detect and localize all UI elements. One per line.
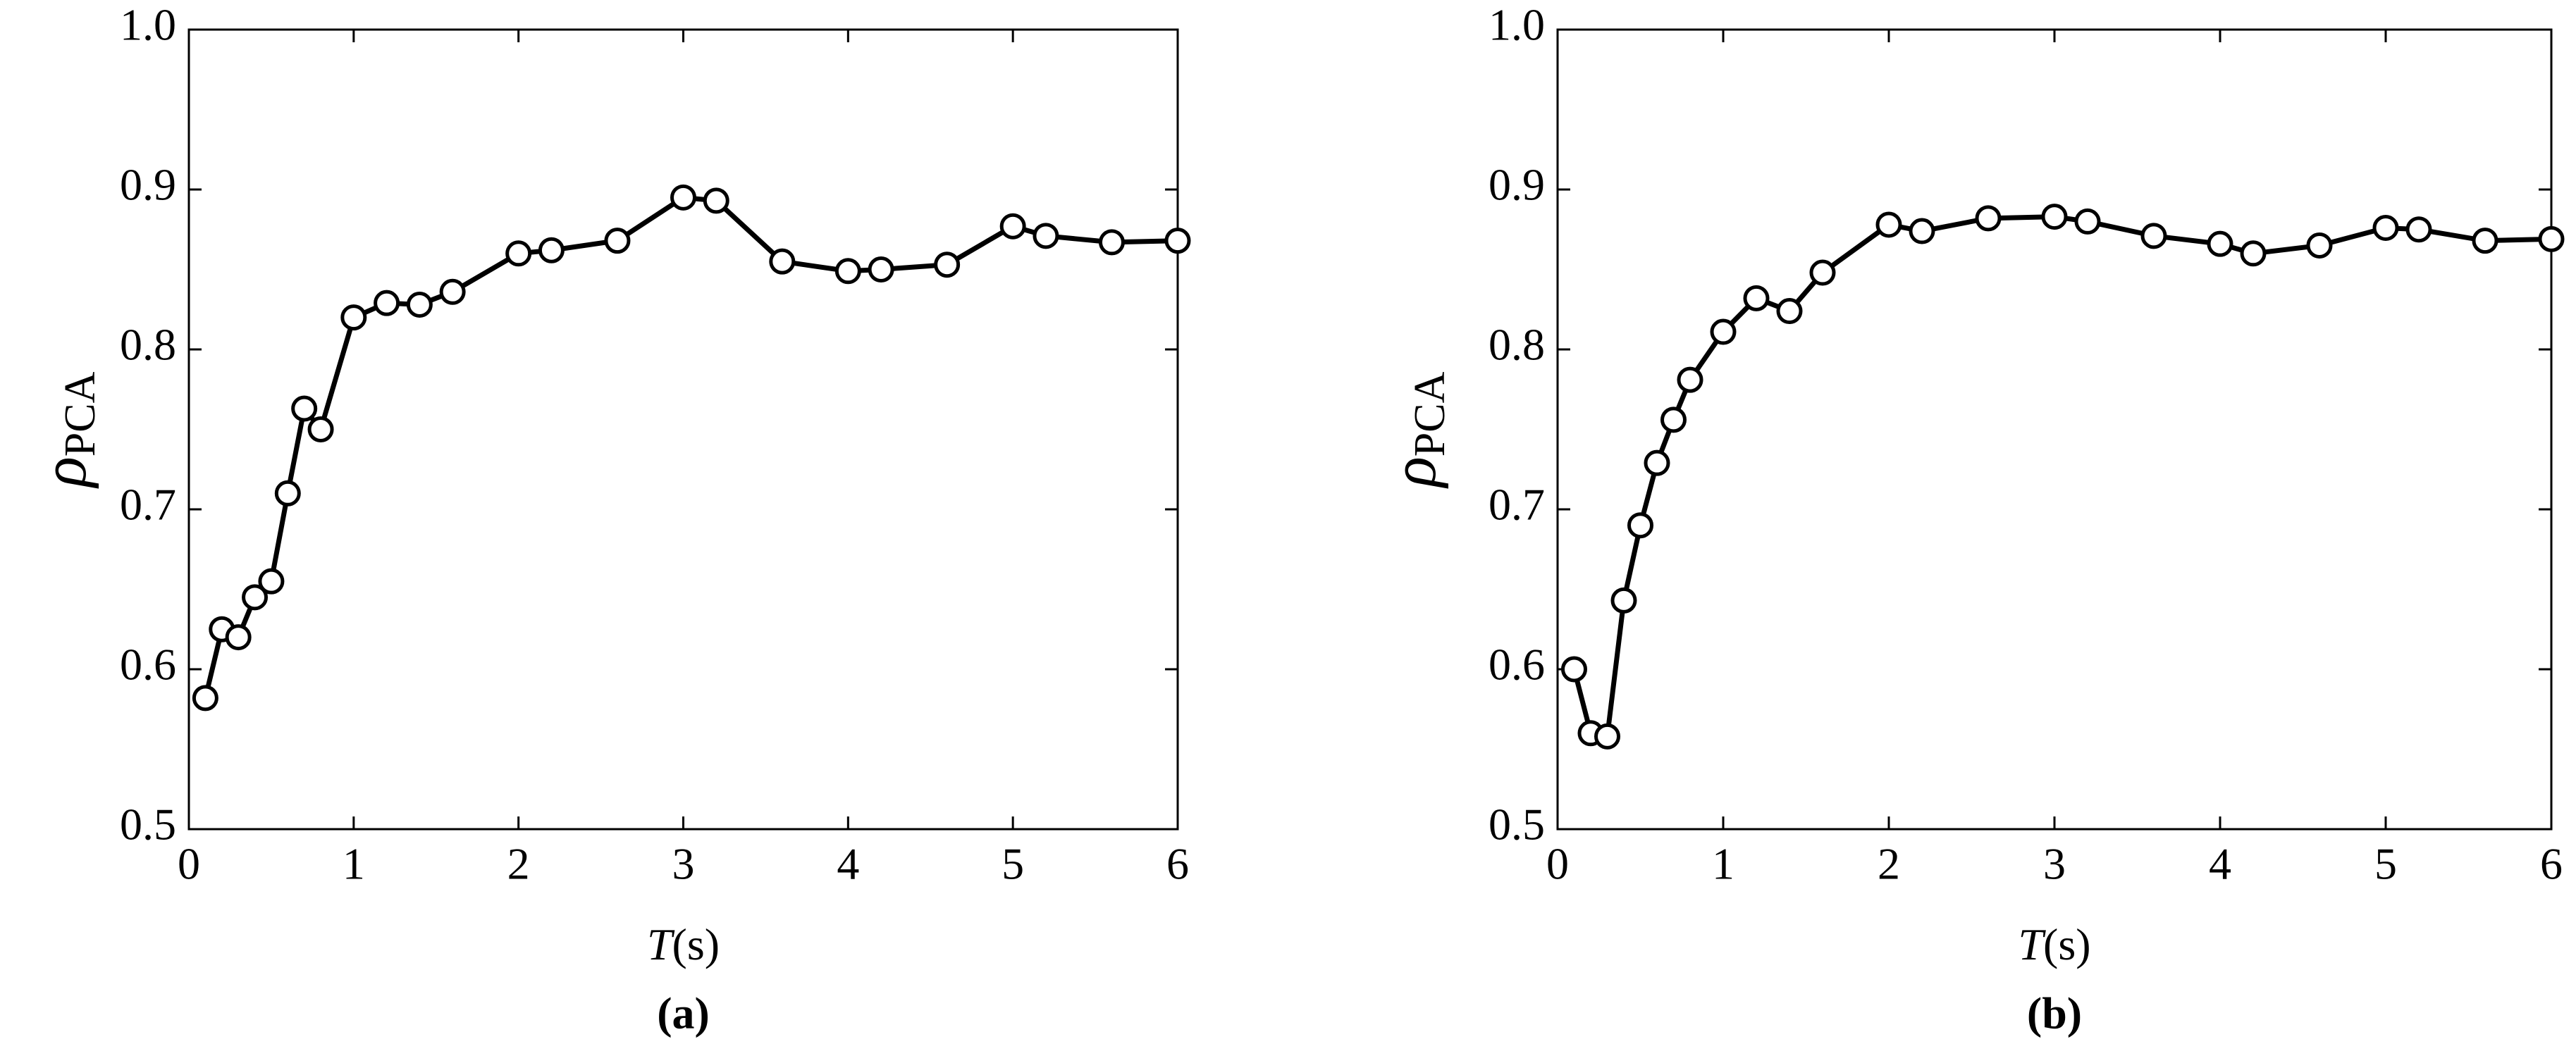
data-point xyxy=(274,480,301,507)
data-point xyxy=(1610,587,1637,614)
data-point xyxy=(1660,406,1687,433)
x-axis-label: T(s) xyxy=(647,919,720,969)
x-tick-label: 2 xyxy=(1878,839,1900,889)
data-point xyxy=(1677,366,1703,393)
panel-label: (b) xyxy=(2027,988,2082,1038)
data-point xyxy=(2140,223,2167,249)
x-tick-label: 5 xyxy=(1002,839,1024,889)
x-axis-symbol: T xyxy=(647,919,675,969)
y-axis-label: ρPCA xyxy=(1379,371,1455,489)
x-axis-unit: (s) xyxy=(672,919,720,969)
data-point xyxy=(703,187,729,214)
data-point xyxy=(1644,449,1670,476)
data-point xyxy=(834,258,861,285)
data-point xyxy=(670,184,696,211)
data-point xyxy=(1743,285,1770,311)
y-tick-label: 1.0 xyxy=(120,0,176,50)
data-point xyxy=(242,584,269,611)
y-axis-label: ρPCA xyxy=(30,371,105,489)
data-point xyxy=(2306,232,2333,259)
data-point xyxy=(1909,218,1935,244)
data-point xyxy=(868,256,894,282)
data-point xyxy=(1875,211,1902,238)
data-point xyxy=(2207,230,2233,257)
y-axis-subscript: PCA xyxy=(56,371,104,456)
data-point xyxy=(374,290,400,316)
data-point xyxy=(1033,223,1059,249)
y-tick-label: 0.5 xyxy=(1489,800,1545,850)
data-point xyxy=(439,278,466,305)
data-point xyxy=(2538,225,2565,252)
data-point xyxy=(1594,723,1620,750)
y-tick-label: 0.8 xyxy=(1489,320,1545,370)
y-axis-symbol: ρ xyxy=(1379,456,1449,489)
data-point xyxy=(2405,216,2432,243)
x-tick-label: 1 xyxy=(1712,839,1734,889)
data-line xyxy=(202,194,1178,699)
data-point xyxy=(604,228,631,254)
y-axis-subscript: PCA xyxy=(1406,371,1454,456)
data-point xyxy=(2240,240,2267,267)
data-point xyxy=(505,240,532,267)
x-tick-label: 0 xyxy=(178,839,200,889)
data-point xyxy=(225,624,252,651)
x-tick-label: 5 xyxy=(2374,839,2397,889)
data-point xyxy=(1776,298,1803,325)
data-point xyxy=(291,395,318,422)
y-tick-label: 0.7 xyxy=(120,480,176,530)
data-point xyxy=(538,237,565,263)
data-point xyxy=(1710,318,1737,345)
y-axis-symbol: ρ xyxy=(30,456,99,489)
plot-frame xyxy=(1556,28,2553,831)
data-point xyxy=(1098,229,1125,256)
y-tick-label: 0.6 xyxy=(1489,640,1545,690)
data-point xyxy=(1627,512,1653,539)
x-axis-label: T(s) xyxy=(2018,919,2090,969)
data-point xyxy=(934,251,961,278)
y-tick-label: 0.7 xyxy=(1489,480,1545,530)
data-point xyxy=(999,213,1026,240)
x-tick-label: 3 xyxy=(2043,839,2066,889)
data-point xyxy=(1561,656,1587,683)
data-point xyxy=(192,685,218,712)
data-point xyxy=(2041,204,2068,230)
x-axis-unit: (s) xyxy=(2043,919,2091,969)
data-point xyxy=(2472,228,2498,254)
y-tick-label: 0.9 xyxy=(120,160,176,210)
data-point xyxy=(2074,208,2101,235)
x-tick-label: 6 xyxy=(2540,839,2563,889)
data-point xyxy=(2372,214,2399,241)
data-point xyxy=(307,416,334,442)
y-tick-label: 0.6 xyxy=(120,640,176,690)
data-point xyxy=(1164,228,1191,254)
x-tick-label: 1 xyxy=(343,839,365,889)
data-point xyxy=(1809,259,1836,286)
data-point xyxy=(1975,205,2002,232)
y-tick-label: 0.5 xyxy=(120,800,176,850)
panel-label: (a) xyxy=(657,988,710,1038)
y-tick-label: 0.8 xyxy=(120,320,176,370)
x-tick-label: 4 xyxy=(2209,839,2231,889)
x-axis-symbol: T xyxy=(2018,919,2046,969)
x-tick-label: 4 xyxy=(837,839,859,889)
data-point xyxy=(340,304,367,331)
plot-frame xyxy=(187,28,1179,831)
y-tick-label: 1.0 xyxy=(1489,0,1545,50)
x-tick-label: 6 xyxy=(1166,839,1189,889)
data-point xyxy=(258,568,285,595)
data-line xyxy=(1572,214,2552,740)
data-point xyxy=(769,248,796,275)
x-tick-label: 0 xyxy=(1546,839,1569,889)
y-tick-label: 0.9 xyxy=(1489,160,1545,210)
data-point xyxy=(406,291,433,318)
x-tick-label: 2 xyxy=(507,839,530,889)
x-tick-label: 3 xyxy=(672,839,695,889)
